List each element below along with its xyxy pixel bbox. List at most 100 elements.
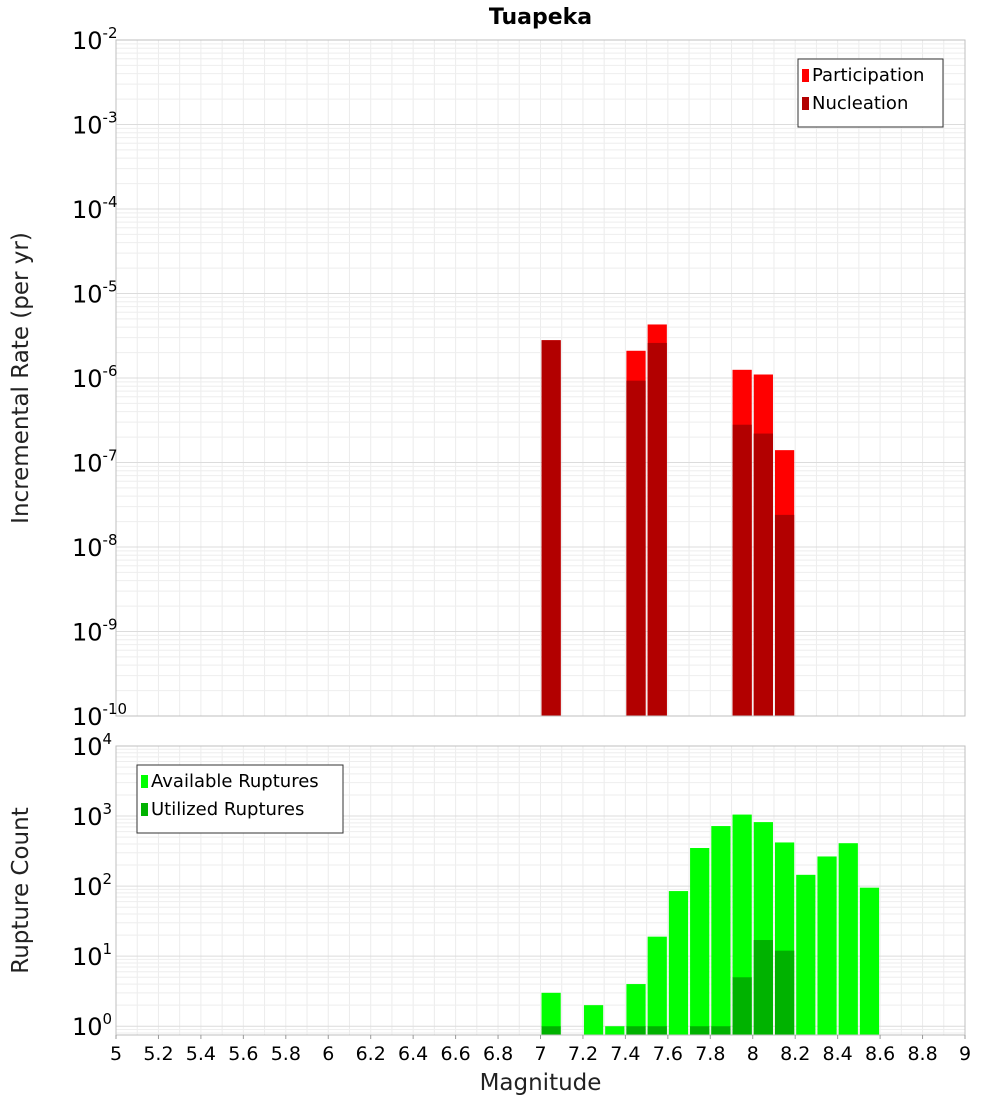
bar xyxy=(774,514,795,716)
bar xyxy=(647,1026,667,1035)
legend-entry: Nucleation xyxy=(812,93,908,114)
legend-entry: Participation xyxy=(812,65,924,86)
x-tick-label: 7.2 xyxy=(568,1043,598,1065)
x-tick-label: 8 xyxy=(747,1043,759,1065)
y-tick-base: 10 xyxy=(72,196,103,224)
legend-box xyxy=(136,764,344,834)
y-tick-label: 104 xyxy=(72,730,112,761)
bar xyxy=(647,936,667,1035)
x-tick-label: 6 xyxy=(322,1043,334,1065)
y-tick-base: 10 xyxy=(72,112,103,140)
y-axis-label: Rupture Count xyxy=(8,807,34,973)
legend-swatch xyxy=(802,69,809,82)
bar xyxy=(626,1026,646,1035)
bar xyxy=(753,940,773,1035)
x-tick-label: 5.6 xyxy=(228,1043,258,1065)
panel-rate: 10-1010-910-810-710-610-510-410-310-2Tua… xyxy=(8,5,966,731)
y-tick-exponent: -8 xyxy=(103,531,118,549)
bar xyxy=(753,433,773,716)
legend-entry: Available Ruptures xyxy=(151,771,319,792)
y-tick-base: 10 xyxy=(72,281,103,309)
x-tick-label: 5 xyxy=(110,1043,122,1065)
y-tick-exponent: 2 xyxy=(103,870,113,888)
bar xyxy=(732,424,752,716)
x-tick-label: 7 xyxy=(534,1043,546,1065)
bar xyxy=(732,977,752,1035)
bar xyxy=(774,950,795,1035)
y-tick-exponent: 1 xyxy=(103,940,113,958)
legend-entry: Utilized Ruptures xyxy=(151,799,304,820)
gridlines xyxy=(115,40,966,717)
legend-swatch xyxy=(141,803,148,816)
chart-title: Tuapeka xyxy=(489,5,592,30)
x-tick-label: 6.6 xyxy=(440,1043,470,1065)
y-tick-base: 10 xyxy=(72,1013,103,1041)
bar xyxy=(796,874,816,1035)
x-tick-label: 8.6 xyxy=(865,1043,895,1065)
y-tick-label: 10-5 xyxy=(72,278,118,309)
y-tick-base: 10 xyxy=(72,27,103,55)
y-tick-label: 10-10 xyxy=(72,700,127,731)
x-tick-label: 5.4 xyxy=(186,1043,216,1065)
bar xyxy=(583,1005,604,1035)
x-tick-label: 7.8 xyxy=(695,1043,725,1065)
series-utilized-ruptures xyxy=(541,940,795,1035)
bar xyxy=(838,843,858,1035)
legend-box xyxy=(797,58,944,128)
bar xyxy=(690,1026,710,1035)
y-tick-label: 100 xyxy=(72,1010,112,1041)
y-tick-base: 10 xyxy=(72,450,103,478)
x-tick-label: 9 xyxy=(959,1043,971,1065)
y-tick-base: 10 xyxy=(72,803,103,831)
y-tick-base: 10 xyxy=(72,534,103,562)
y-tick-exponent: 0 xyxy=(103,1010,113,1028)
y-tick-exponent: -9 xyxy=(103,616,118,634)
plot-frame xyxy=(115,39,966,717)
x-tick-label: 8.2 xyxy=(780,1043,810,1065)
y-tick-label: 103 xyxy=(72,800,112,831)
x-tick-label: 7.4 xyxy=(610,1043,640,1065)
y-tick-label: 101 xyxy=(72,940,112,971)
x-tick-label: 7.6 xyxy=(653,1043,683,1065)
bar xyxy=(817,856,837,1035)
bar xyxy=(711,826,731,1035)
legend: Participation Nucleation xyxy=(797,58,944,128)
bar xyxy=(859,887,880,1035)
y-tick-exponent: -5 xyxy=(103,278,118,296)
y-axis-label: Incremental Rate (per yr) xyxy=(8,232,34,524)
y-tick-exponent: -4 xyxy=(103,193,118,211)
legend: Available Ruptures Utilized Ruptures xyxy=(136,764,344,834)
y-tick-label: 10-4 xyxy=(72,193,118,224)
y-tick-label: 10-2 xyxy=(72,24,118,55)
x-tick-label: 8.4 xyxy=(823,1043,853,1065)
series-nucleation xyxy=(541,340,795,716)
bar xyxy=(690,848,710,1035)
bar xyxy=(626,380,646,716)
legend-swatch xyxy=(141,775,148,788)
x-tick-label: 8.8 xyxy=(907,1043,937,1065)
y-tick-base: 10 xyxy=(72,733,103,761)
y-tick-label: 10-6 xyxy=(72,362,118,393)
series-available-ruptures xyxy=(541,814,880,1035)
bar xyxy=(647,342,667,716)
bar xyxy=(541,992,561,1035)
y-tick-exponent: -7 xyxy=(103,447,118,465)
bar xyxy=(626,984,646,1035)
y-tick-label: 10-7 xyxy=(72,447,118,478)
bar xyxy=(541,340,561,716)
x-tick-label: 5.2 xyxy=(143,1043,173,1065)
legend-swatch xyxy=(802,97,809,110)
y-tick-exponent: 3 xyxy=(103,800,113,818)
y-tick-label: 10-8 xyxy=(72,531,118,562)
y-tick-exponent: -10 xyxy=(103,700,128,718)
bar xyxy=(605,1026,625,1035)
y-tick-exponent: -6 xyxy=(103,362,118,380)
y-tick-label: 10-3 xyxy=(72,109,118,140)
x-tick-label: 6.4 xyxy=(398,1043,428,1065)
x-axis-label: Magnitude xyxy=(480,1070,602,1096)
y-tick-base: 10 xyxy=(72,943,103,971)
y-tick-base: 10 xyxy=(72,873,103,901)
x-tick-label: 6.2 xyxy=(356,1043,386,1065)
